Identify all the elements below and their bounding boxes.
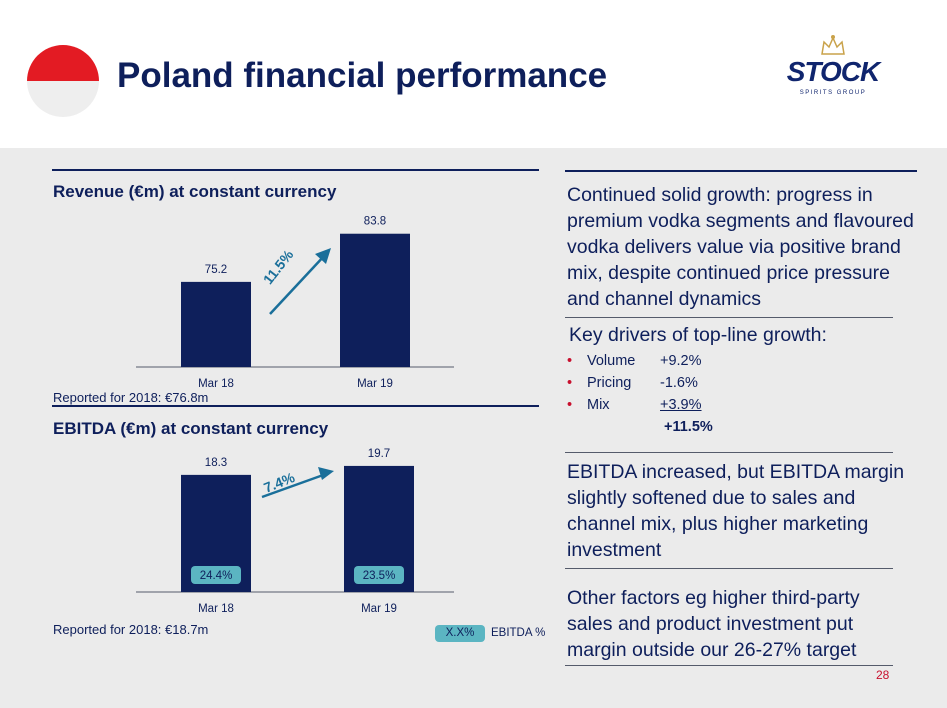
right-rule-4: [565, 665, 893, 666]
revenue-top-rule: [52, 169, 539, 171]
page-number: 28: [876, 668, 890, 682]
ebitda-reported-note: Reported for 2018: €18.7m: [53, 622, 209, 637]
legend-swatch: X.X%: [435, 625, 485, 642]
driver-row-volume: • Volume +9.2%: [567, 353, 702, 369]
bullet-icon: •: [567, 397, 573, 413]
revenue-chart-title: Revenue (€m) at constant currency: [53, 182, 337, 201]
driver-name: Mix: [587, 397, 610, 413]
page-title: Poland financial performance: [117, 56, 608, 95]
header: Poland financial performance STOCK SPIRI…: [0, 0, 947, 148]
driver-row-mix: • Mix +3.9%: [567, 397, 702, 413]
driver-value: +9.2%: [660, 353, 702, 369]
right-rule-3: [565, 568, 893, 569]
drivers-total: +11.5%: [664, 419, 713, 435]
logo-subtitle: SPIRITS GROUP: [799, 90, 867, 96]
legend-label: EBITDA %: [491, 627, 546, 639]
drivers-title: Key drivers of top-line growth:: [569, 324, 827, 346]
poland-flag-icon: [27, 45, 99, 117]
driver-value: +3.9%: [660, 397, 702, 413]
driver-name: Volume: [587, 353, 636, 369]
crest-icon: [821, 35, 845, 55]
ebitda-paragraph: EBITDA increased, but EBITDA margin slig…: [567, 461, 905, 561]
growth-paragraph: Continued solid growth: progress in prem…: [567, 184, 914, 310]
content-panel: [0, 148, 947, 708]
logo-wordmark: STOCK: [786, 56, 881, 87]
right-top-rule: [565, 170, 917, 172]
bullet-icon: •: [567, 353, 573, 369]
right-rule-2: [565, 452, 893, 453]
revenue-reported-note: Reported for 2018: €76.8m: [53, 390, 209, 405]
ebitda-chart-title: EBITDA (€m) at constant currency: [53, 419, 329, 438]
ebitda-top-rule: [52, 405, 539, 407]
driver-row-pricing: • Pricing -1.6%: [567, 375, 698, 391]
driver-value: -1.6%: [660, 375, 698, 391]
other-factors-paragraph: Other factors eg higher third-party sale…: [567, 587, 860, 661]
right-rule-1: [565, 317, 893, 318]
driver-name: Pricing: [587, 375, 632, 391]
bullet-icon: •: [567, 375, 573, 391]
stock-logo: STOCK SPIRITS GROUP: [772, 34, 894, 106]
